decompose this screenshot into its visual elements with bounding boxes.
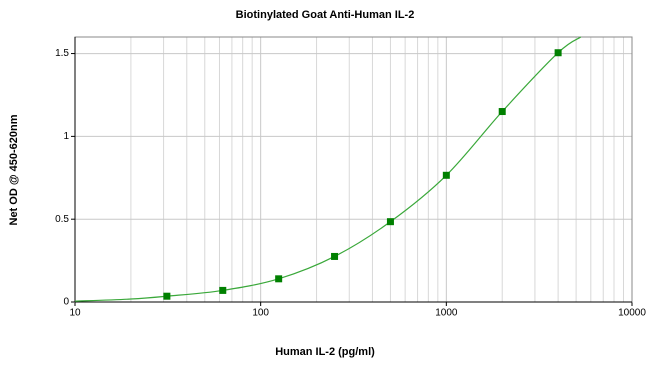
x-tick-label: 100	[252, 308, 269, 319]
y-tick-label: 1.5	[55, 48, 69, 59]
y-tick-label: 0	[63, 297, 69, 308]
data-point	[386, 218, 394, 226]
data-point	[498, 108, 506, 116]
data-point	[554, 49, 562, 57]
plot	[74, 36, 582, 302]
y-tick-label: 1	[63, 131, 69, 142]
x-axis-label: Human IL-2 (pg/ml)	[275, 346, 375, 358]
fit-curve	[74, 36, 582, 302]
y-tick-label: 0.5	[55, 214, 69, 225]
x-tick-label: 10	[69, 308, 81, 319]
data-point	[331, 252, 339, 260]
x-tick-label: 1000	[435, 308, 458, 319]
data-point	[219, 286, 227, 294]
grid: 10 100 1000 10000 0 0.5 1 1.5	[55, 36, 646, 319]
x-tick-label: 10000	[618, 308, 646, 319]
data-point	[275, 275, 283, 283]
data-point	[163, 292, 171, 300]
data-point	[442, 171, 450, 179]
chart-title: Biotinylated Goat Anti-Human IL-2	[236, 9, 415, 21]
y-axis-label: Net OD @ 450-620nm	[8, 114, 20, 225]
